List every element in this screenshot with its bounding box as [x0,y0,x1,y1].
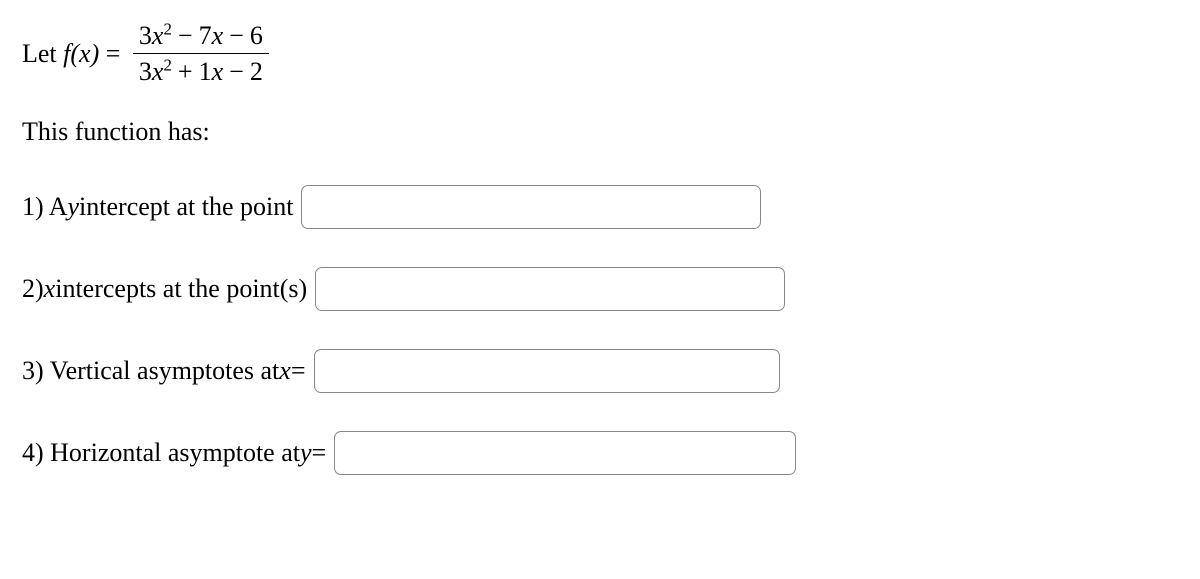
q3-var: x [279,356,291,386]
num-op2: − [223,21,250,50]
function-name: f(x) [63,39,99,69]
num-coef-b: 7 [199,21,212,50]
q4-var: y [300,438,312,468]
den-coef-a: 3 [139,57,152,86]
num-var-b: x [212,21,224,50]
den-op1: + [172,57,199,86]
numerator: 3x2−7x−6 [133,18,269,53]
q3-label: 3) Vertical asymptotes at [22,356,279,386]
fraction: 3x2−7x−6 3x2+1x−2 [133,18,269,89]
q4-label: 4) Horizontal asymptote at [22,438,300,468]
den-pow-a: 2 [163,56,171,75]
question-1: 1) A y intercept at the point [22,185,1178,229]
q2-input[interactable] [315,267,785,311]
q2-var: x [44,274,56,304]
den-coef-b: 1 [199,57,212,86]
question-3: 3) Vertical asymptotes at x = [22,349,1178,393]
q4-rest: = [312,438,327,468]
num-pow-a: 2 [163,19,171,38]
denominator: 3x2+1x−2 [133,54,269,89]
num-coef-a: 3 [139,21,152,50]
q3-input[interactable] [314,349,780,393]
q4-input[interactable] [334,431,796,475]
let-text: Let [22,39,63,69]
den-const: 2 [250,57,263,86]
q2-label: 2) [22,274,44,304]
intro-text: This function has: [22,117,1178,147]
question-4: 4) Horizontal asymptote at y = [22,431,1178,475]
q3-rest: = [291,356,306,386]
q1-label: 1) A [22,192,68,222]
den-var-a: x [152,57,164,86]
num-op1: − [172,21,199,50]
equals-sign: = [99,39,127,69]
num-var-a: x [152,21,164,50]
q1-var: y [68,192,80,222]
q1-input[interactable] [301,185,761,229]
q1-rest: intercept at the point [79,192,293,222]
num-const: 6 [250,21,263,50]
den-op2: − [223,57,250,86]
question-2: 2) x intercepts at the point(s) [22,267,1178,311]
den-var-b: x [212,57,224,86]
function-definition: Let f(x) = 3x2−7x−6 3x2+1x−2 [22,18,1178,89]
q2-rest: intercepts at the point(s) [55,274,307,304]
